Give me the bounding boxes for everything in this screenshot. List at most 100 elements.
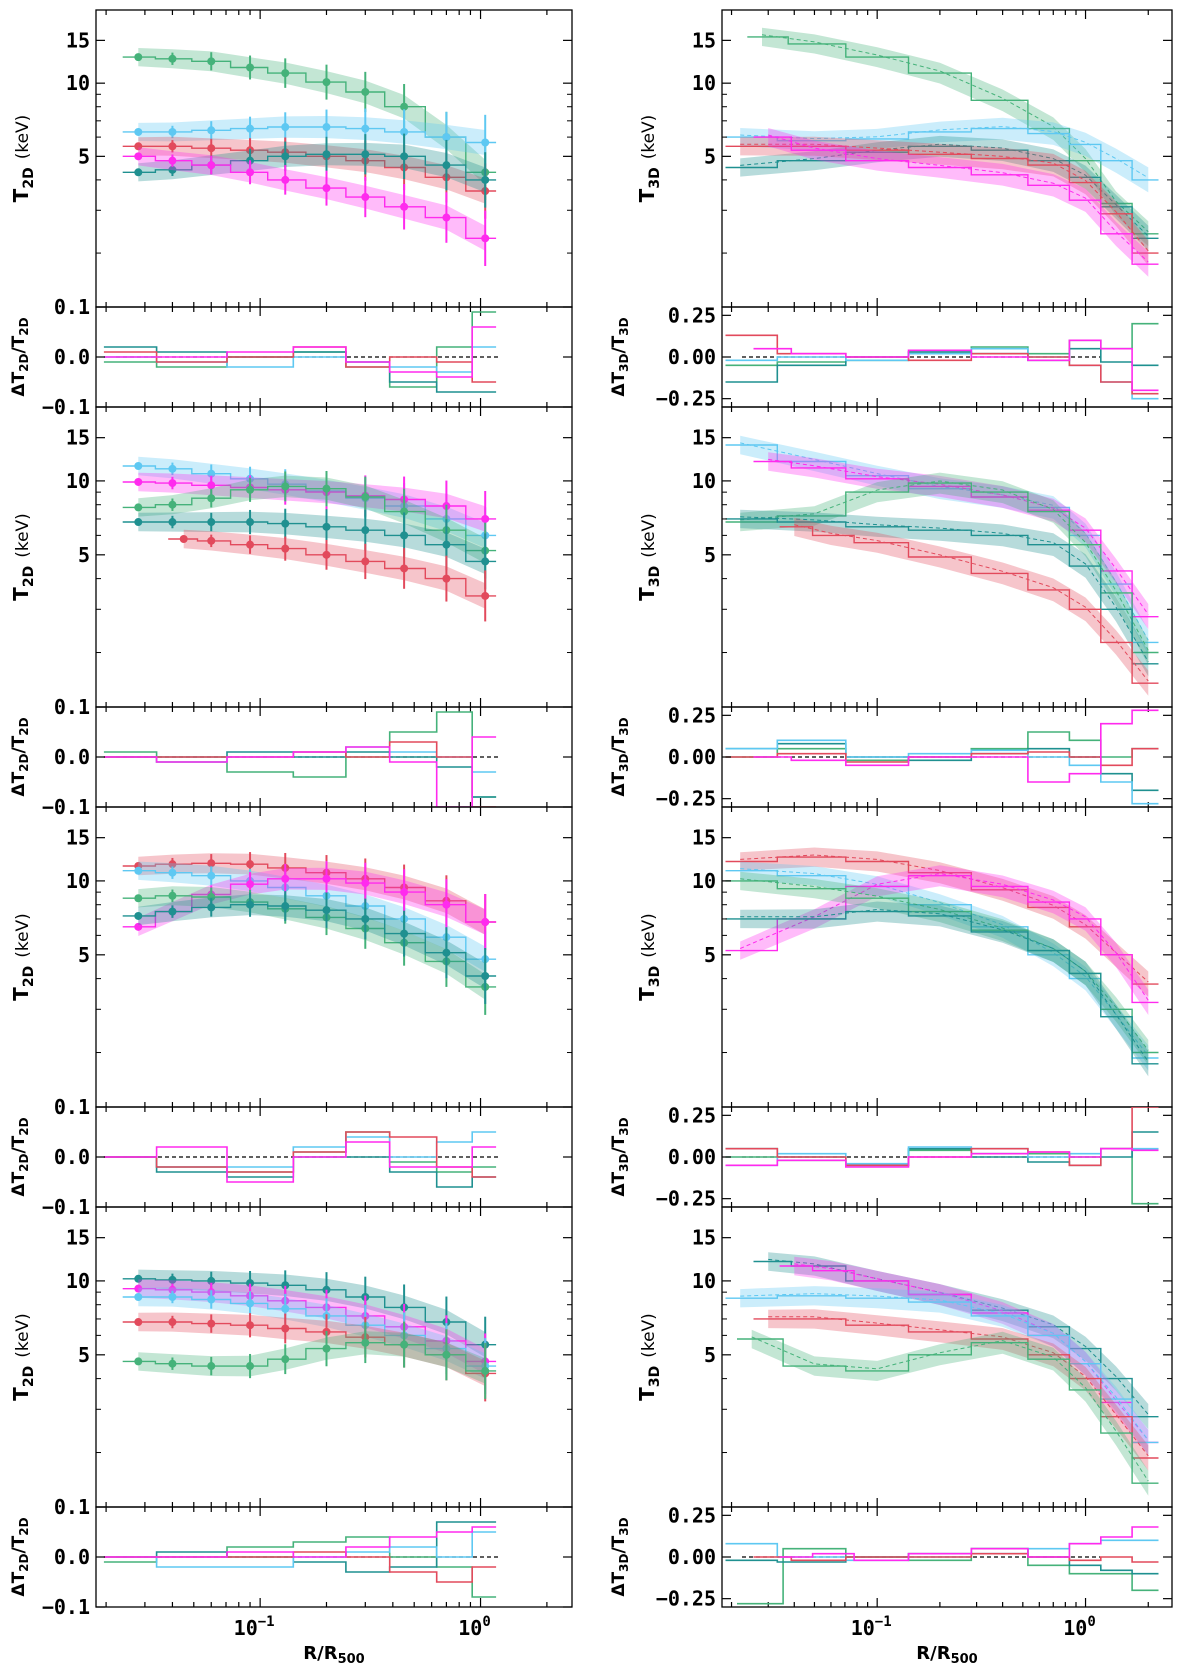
- point-green: [168, 891, 177, 900]
- y-axis-title-main: T: [635, 1387, 659, 1401]
- ratio-y-tick-label: 0.0: [54, 1545, 90, 1569]
- y-axis-title-sub: 2D: [21, 566, 37, 587]
- point-teal: [322, 150, 331, 159]
- ratio-y-tick-label: −0.1: [42, 1595, 90, 1619]
- ratio-title-sub: 2D: [17, 353, 31, 371]
- point-sky: [207, 1295, 216, 1304]
- y-tick-label: 10: [66, 869, 90, 893]
- point-teal: [168, 1275, 177, 1284]
- ratio-y-tick-label: −0.25: [656, 1187, 716, 1211]
- point-teal: [134, 1274, 143, 1283]
- point-sky: [281, 123, 290, 132]
- ratio-y-tick-label: 0.00: [668, 1545, 716, 1569]
- panel-row2-right-xticks: [730, 407, 1149, 707]
- point-green: [207, 892, 216, 901]
- ratio-title-slash: /T: [609, 335, 629, 353]
- y-tick-label: 5: [704, 943, 716, 967]
- model-magenta: [794, 1263, 1149, 1441]
- point-teal: [442, 161, 451, 170]
- point-teal: [322, 906, 331, 915]
- point-teal: [168, 518, 177, 527]
- ratio-axis-title: ΔT3D/T3D: [609, 317, 631, 396]
- ratio-group: [725, 322, 1159, 400]
- ratio-y-tick-label: −0.25: [656, 387, 716, 411]
- x-tick-exp: 0: [482, 1614, 490, 1630]
- point-teal: [134, 518, 143, 527]
- point-teal: [168, 165, 177, 174]
- point-green: [207, 57, 216, 66]
- point-green: [207, 1362, 216, 1371]
- ratio-axis-title: ΔT3D/T3D: [609, 1517, 631, 1596]
- model-red: [794, 524, 1149, 682]
- y-tick-label: 5: [78, 144, 90, 168]
- ratio-y-tick-label: 0.1: [54, 295, 90, 319]
- point-red: [400, 564, 409, 573]
- point-teal: [207, 1276, 216, 1285]
- y-axis-title-sub: 2D: [21, 167, 37, 188]
- step-teal: [725, 518, 1159, 665]
- y-tick-label: 15: [692, 426, 716, 450]
- point-teal: [361, 914, 370, 923]
- y-axis-title-main: T: [9, 188, 33, 202]
- y-axis-title-unit: (keV): [639, 513, 659, 558]
- panel-row2-left-ratio-xticks: [105, 707, 548, 807]
- model-teal: [740, 516, 1149, 662]
- point-teal: [246, 518, 255, 527]
- ratio-y-tick-label: 0.00: [668, 345, 716, 369]
- band-red: [138, 1312, 486, 1387]
- point-green: [168, 1359, 177, 1368]
- band-sky: [138, 1287, 486, 1379]
- step-green: [737, 1338, 1159, 1484]
- point-green: [246, 485, 255, 494]
- y-tick-label: 10: [692, 869, 716, 893]
- ratio-y-tick-label: −0.1: [42, 795, 90, 819]
- x-tick-label: 100: [458, 1614, 491, 1640]
- ratio-title-slash: /T: [9, 735, 29, 753]
- ratio-title-sub2: 2D: [17, 717, 31, 735]
- y-tick-label: 5: [704, 543, 716, 567]
- point-sky: [281, 1304, 290, 1313]
- ratio-step-magenta: [103, 1141, 497, 1183]
- ratio-title-sub: 3D: [617, 1553, 631, 1571]
- band-sky: [740, 1286, 1149, 1455]
- ratio-step-magenta: [103, 326, 497, 378]
- panel-row2-right-ratio-xticks: [730, 707, 1149, 807]
- step-magenta: [753, 460, 1159, 618]
- y-axis-title: T2D (keV): [9, 513, 37, 601]
- point-teal: [246, 1279, 255, 1288]
- band-sky: [740, 861, 1149, 1071]
- y-axis-title: T2D (keV): [9, 913, 37, 1001]
- model-sky: [740, 442, 1149, 641]
- y-axis-title-sub: 2D: [21, 966, 37, 987]
- band-magenta: [138, 472, 486, 532]
- step-magenta: [753, 136, 1159, 265]
- point-green: [442, 1350, 451, 1359]
- model-teal: [768, 1258, 1149, 1415]
- point-sky: [168, 1292, 177, 1301]
- step-teal: [725, 910, 1159, 1065]
- point-green: [134, 503, 143, 512]
- ratio-title-slash: /T: [9, 335, 29, 353]
- point-magenta: [134, 1284, 143, 1293]
- point-red: [207, 536, 216, 545]
- panel-row4-right-ratio-xticks: [730, 1507, 1149, 1607]
- point-magenta: [168, 479, 177, 488]
- band-sky: [740, 435, 1149, 655]
- point-sky: [134, 462, 143, 471]
- y-tick-label: 10: [692, 469, 716, 493]
- point-teal: [134, 168, 143, 177]
- y-axis-title-sub: 3D: [647, 167, 663, 188]
- y-axis-title-sub: 3D: [647, 966, 663, 987]
- y-tick-label: 10: [692, 1269, 716, 1293]
- ratio-title-sub: 2D: [17, 1553, 31, 1571]
- ratio-title-sub: 3D: [617, 753, 631, 771]
- y-tick-label: 5: [78, 1343, 90, 1367]
- y-axis-title-sub: 3D: [647, 1366, 663, 1387]
- y-tick-label: 15: [66, 826, 90, 850]
- point-green: [168, 500, 177, 509]
- point-teal: [281, 519, 290, 528]
- point-red: [134, 1318, 143, 1327]
- ratio-title-sub2: 3D: [617, 317, 631, 335]
- step-sky: [725, 127, 1159, 181]
- y-axis-title-main: T: [635, 987, 659, 1001]
